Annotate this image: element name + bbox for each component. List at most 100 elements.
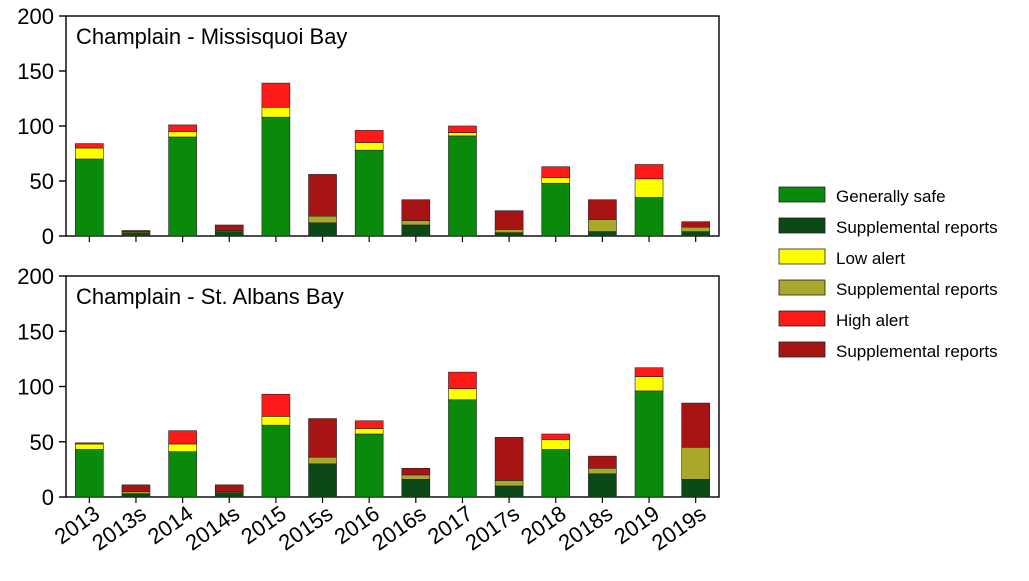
bar-segment-2013-3 (75, 443, 104, 450)
bar-segment-2013s-2 (121, 232, 151, 237)
bar-segment-2014-5 (168, 430, 197, 445)
bar-segment-2013-5 (75, 143, 104, 149)
x-tick-label: 2018s (554, 501, 617, 556)
bar-segment-2017-1 (448, 135, 477, 237)
bar-segment-2016-1 (354, 149, 384, 237)
panel-st-albans-bay: 0 50 100 150 200 Champlain - St. Albans Bay (17, 264, 720, 510)
bar-segment-2019-1 (634, 197, 664, 237)
y-axis: 0 50 100 150 200 (17, 264, 66, 510)
bar-segment-2017-5 (448, 371, 477, 390)
bar-segment-2014s-6 (214, 484, 244, 492)
y-tick-label: 200 (17, 264, 54, 289)
bar-segment-2017-1 (448, 399, 477, 498)
panel-missisquoi-bay: 0 50 100 150 200 Champlain - Missisquoi Bay (17, 4, 720, 249)
bar-segment-2015s-6 (308, 418, 337, 458)
y-tick-label: 100 (17, 375, 54, 400)
bar-segment-2019s-2 (681, 479, 710, 498)
legend-swatch (778, 310, 826, 327)
y-tick-label: 150 (17, 59, 54, 84)
bar-segment-2017s-4 (494, 480, 524, 487)
bar-segment-2015-1 (261, 424, 291, 498)
bar-segment-2019s-6 (681, 402, 710, 448)
bar-segment-2018s-2 (588, 473, 617, 498)
bar-segment-2018s-6 (588, 455, 617, 469)
bar-segment-2015-5 (261, 393, 291, 417)
bar-segment-2016s-4 (401, 474, 431, 480)
bar-segment-2015s-4 (308, 456, 337, 465)
legend-swatch (778, 217, 826, 234)
bar-segment-2019-1 (634, 390, 664, 498)
bar-segment-2015s-6 (308, 174, 337, 217)
bar-segment-2017s-2 (494, 232, 524, 237)
bar-group (75, 367, 710, 503)
legend-label: Supplemental reports (836, 342, 998, 361)
bar-segment-2013-3 (75, 147, 104, 160)
bar-segment-2015s-4 (308, 215, 337, 224)
bar-segment-2018-1 (541, 182, 571, 237)
y-axis: 0 50 100 150 200 (17, 4, 66, 249)
bar-segment-2017s-2 (494, 485, 524, 498)
plot-frame (65, 15, 720, 237)
bar-segment-2016s-6 (401, 199, 431, 221)
bar-segment-2018-5 (541, 166, 571, 178)
y-tick-label: 50 (30, 169, 54, 194)
legend-swatch (778, 248, 826, 265)
y-tick-label: 0 (42, 224, 54, 249)
bar-segment-2019s-2 (681, 231, 710, 237)
bar-segment-2018-1 (541, 449, 571, 498)
legend-label: Supplemental reports (836, 280, 998, 299)
bar-segment-2018s-4 (588, 219, 617, 232)
legend-label: Low alert (836, 249, 905, 268)
bar-segment-2018-3 (541, 439, 571, 450)
plot-frame (65, 275, 720, 498)
bar-segment-2017-3 (448, 388, 477, 401)
bar-segment-2014-1 (168, 451, 197, 498)
bar-segment-2013s-6 (121, 484, 151, 492)
bar-segment-2019s-6 (681, 221, 710, 228)
x-tick-label: 2019s (647, 501, 710, 556)
bar-segment-2019-3 (634, 178, 664, 198)
bar-segment-2014-3 (168, 131, 197, 138)
panel-title: Champlain - Missisquoi Bay (76, 24, 347, 49)
bar-segment-2018s-4 (588, 467, 617, 475)
legend: Generally safe Supplemental reports Low al… (778, 186, 998, 361)
bar-segment-2018-3 (541, 177, 571, 184)
panel-title: Champlain - St. Albans Bay (76, 284, 344, 309)
bar-segment-2014s-6 (214, 224, 244, 231)
x-tick-label: 2013s (87, 501, 150, 556)
bar-segment-2017s-6 (494, 437, 524, 481)
bar-segment-2016s-2 (401, 224, 431, 237)
y-tick-label: 0 (42, 485, 54, 510)
legend-swatch (778, 279, 826, 296)
bar-segment-2019-5 (634, 367, 664, 377)
bar-segment-2017s-6 (494, 210, 524, 230)
x-tick-label: 2017s (461, 501, 524, 556)
bar-segment-2013s-4 (121, 491, 151, 494)
x-tick-label: 2014s (181, 501, 244, 556)
y-tick-label: 200 (17, 4, 54, 29)
bar-segment-2016s-4 (401, 220, 431, 226)
bar-segment-2016s-6 (401, 467, 431, 476)
bar-segment-2018s-6 (588, 199, 617, 220)
bar-segment-2017-5 (448, 125, 477, 133)
bar-segment-2019s-4 (681, 226, 710, 232)
bar-segment-2013-1 (75, 449, 104, 498)
x-tick-label: 2015s (274, 501, 337, 556)
bar-segment-2018s-2 (588, 231, 617, 237)
bar-segment-2017s-4 (494, 229, 524, 233)
bar-segment-2014-5 (168, 124, 197, 132)
bar-segment-2015-1 (261, 116, 291, 237)
bar-segment-2013s-2 (121, 493, 151, 498)
bar-segment-2016-5 (354, 130, 384, 143)
bar-segment-2015-3 (261, 107, 291, 118)
bar-segment-2015s-2 (308, 463, 337, 498)
bar-group (75, 82, 710, 242)
bar-segment-2013-1 (75, 158, 104, 237)
bar-segment-2015s-2 (308, 222, 337, 237)
x-tick-label: 2016s (367, 501, 430, 556)
bar-segment-2014-3 (168, 443, 197, 452)
bar-segment-2014-1 (168, 136, 197, 237)
bar-segment-2015-5 (261, 82, 291, 108)
